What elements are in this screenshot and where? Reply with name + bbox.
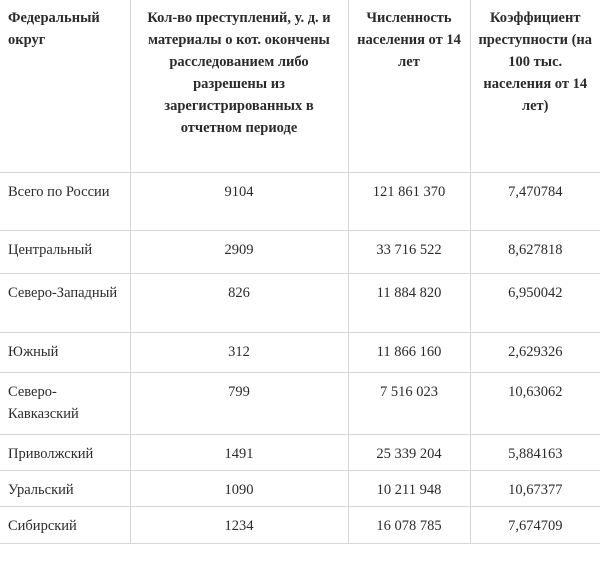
coefficient-cell: 6,950042 bbox=[469, 272, 600, 333]
coefficient-cell: 10,63062 bbox=[469, 371, 600, 435]
population-cell: 16 078 785 bbox=[347, 505, 471, 544]
table-row: Приволжский 1491 25 339 204 5,884163 bbox=[0, 433, 600, 471]
population-cell: 11 866 160 bbox=[347, 331, 471, 373]
table-row: Северо-Кавказский 799 7 516 023 10,63062 bbox=[0, 371, 600, 435]
crime-count-cell: 799 bbox=[129, 371, 349, 435]
coefficient-cell: 8,627818 bbox=[469, 229, 600, 274]
crime-count-cell: 2909 bbox=[129, 229, 349, 274]
district-cell: Всего по России bbox=[0, 171, 131, 231]
table-row: Всего по России 9104 121 861 370 7,47078… bbox=[0, 171, 600, 231]
district-cell: Сибирский bbox=[0, 505, 131, 544]
population-cell: 121 861 370 bbox=[347, 171, 471, 231]
crime-statistics-table: Федеральный округ Кол-во преступлений, у… bbox=[0, 0, 600, 544]
crime-count-cell: 1234 bbox=[129, 505, 349, 544]
district-cell: Северо-Кавказский bbox=[0, 371, 131, 435]
crime-count-cell: 826 bbox=[129, 272, 349, 333]
header-crime-coefficient: Коэффициент преступности (на 100 тыс. на… bbox=[469, 0, 600, 173]
header-population: Численность населения от 14 лет bbox=[347, 0, 471, 173]
header-crime-count: Кол-во преступлений, у. д. и материалы о… bbox=[129, 0, 349, 173]
crime-count-cell: 1491 bbox=[129, 433, 349, 471]
district-cell: Уральский bbox=[0, 469, 131, 507]
population-cell: 11 884 820 bbox=[347, 272, 471, 333]
table-row: Уральский 1090 10 211 948 10,67377 bbox=[0, 469, 600, 507]
population-cell: 10 211 948 bbox=[347, 469, 471, 507]
header-federal-district: Федеральный округ bbox=[0, 0, 131, 173]
crime-count-cell: 1090 bbox=[129, 469, 349, 507]
table-row: Южный 312 11 866 160 2,629326 bbox=[0, 331, 600, 373]
table-row: Северо-Западный 826 11 884 820 6,950042 bbox=[0, 272, 600, 333]
coefficient-cell: 7,674709 bbox=[469, 505, 600, 544]
table-header-row: Федеральный округ Кол-во преступлений, у… bbox=[0, 0, 600, 173]
population-cell: 33 716 522 bbox=[347, 229, 471, 274]
population-cell: 7 516 023 bbox=[347, 371, 471, 435]
district-cell: Приволжский bbox=[0, 433, 131, 471]
population-cell: 25 339 204 bbox=[347, 433, 471, 471]
district-cell: Северо-Западный bbox=[0, 272, 131, 333]
table-row: Сибирский 1234 16 078 785 7,674709 bbox=[0, 505, 600, 544]
crime-count-cell: 312 bbox=[129, 331, 349, 373]
district-cell: Центральный bbox=[0, 229, 131, 274]
coefficient-cell: 5,884163 bbox=[469, 433, 600, 471]
coefficient-cell: 10,67377 bbox=[469, 469, 600, 507]
coefficient-cell: 7,470784 bbox=[469, 171, 600, 231]
table-row: Центральный 2909 33 716 522 8,627818 bbox=[0, 229, 600, 274]
crime-count-cell: 9104 bbox=[129, 171, 349, 231]
coefficient-cell: 2,629326 bbox=[469, 331, 600, 373]
district-cell: Южный bbox=[0, 331, 131, 373]
